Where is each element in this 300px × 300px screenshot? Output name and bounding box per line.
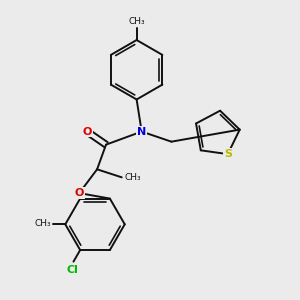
Text: O: O [82, 127, 92, 136]
Text: CH₃: CH₃ [128, 17, 145, 26]
Text: N: N [137, 127, 146, 136]
Text: O: O [75, 188, 84, 198]
Text: S: S [224, 149, 232, 159]
Text: Cl: Cl [66, 265, 78, 275]
Text: CH₃: CH₃ [124, 173, 141, 182]
Text: CH₃: CH₃ [34, 219, 51, 228]
